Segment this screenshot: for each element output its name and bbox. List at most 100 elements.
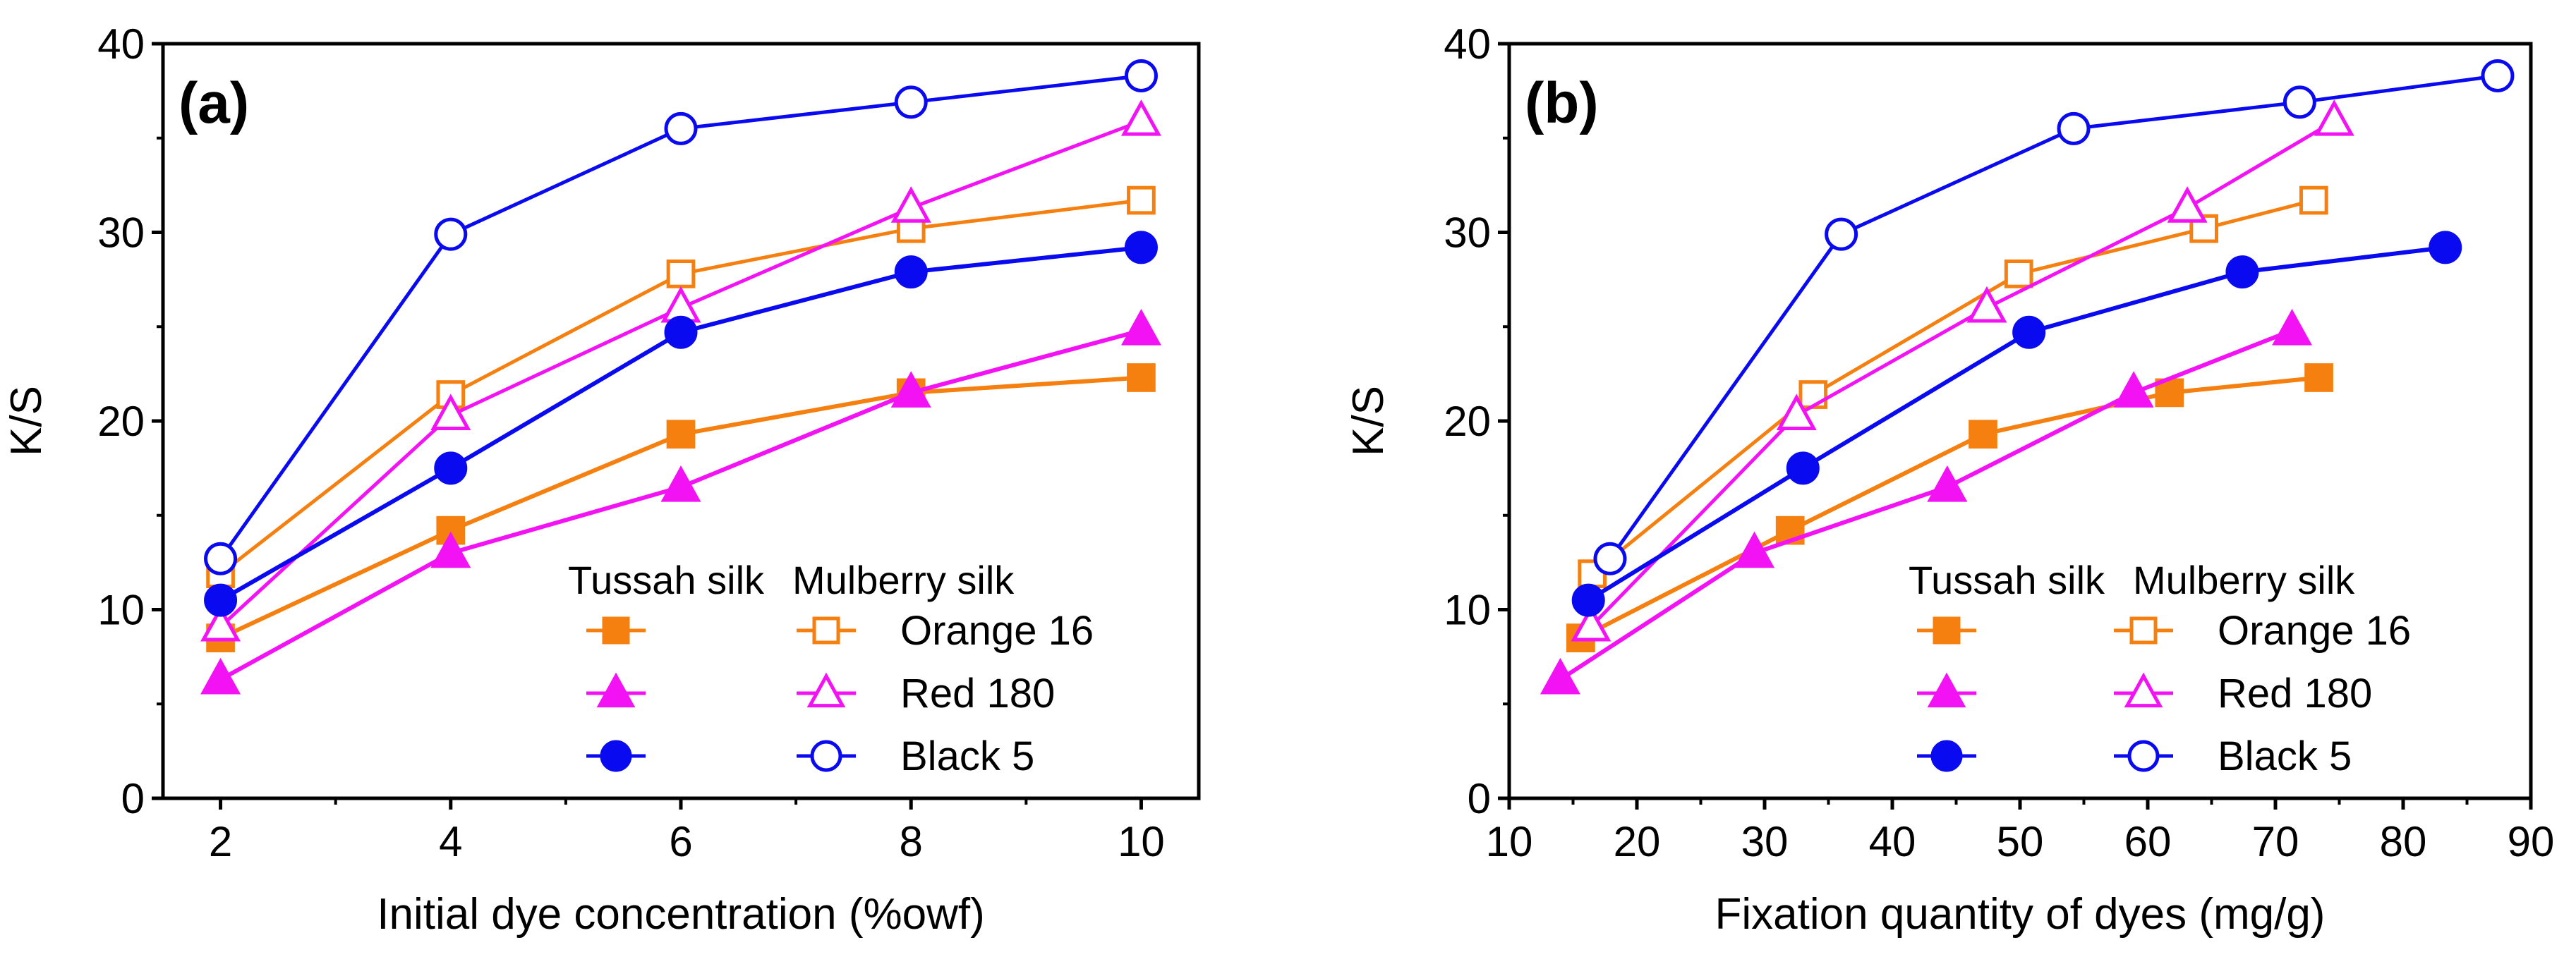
legend-header-tussah: Tussah silk — [1909, 558, 2105, 602]
data-point — [1786, 451, 1820, 485]
legend-header-mulberry: Mulberry silk — [2133, 558, 2355, 602]
y-axis-label: K/S — [2, 386, 51, 456]
data-point — [204, 542, 238, 575]
data-point — [200, 604, 241, 642]
data-point — [1969, 420, 1997, 449]
series-line — [1587, 245, 2446, 602]
data-point — [894, 255, 928, 289]
x-axis-label: Fixation quantity of dyes (mg/g) — [1715, 890, 2326, 939]
data-point — [1776, 394, 1817, 430]
legend-marker — [1930, 740, 1963, 772]
data-point — [2282, 85, 2316, 119]
legend-marker — [600, 740, 632, 772]
x-tick-label: 70 — [2252, 818, 2299, 865]
y-tick-label: 10 — [97, 587, 145, 634]
data-point — [1571, 583, 1605, 617]
legend-marker — [1927, 672, 1966, 708]
panel-label: (b) — [1525, 71, 1599, 135]
data-point — [1540, 657, 1580, 695]
y-tick-label: 40 — [97, 20, 145, 68]
x-tick-label: 50 — [1997, 818, 2044, 865]
x-tick-label: 40 — [1869, 818, 1916, 865]
data-point — [1593, 542, 1627, 575]
data-point — [2012, 315, 2046, 349]
legend-header-mulberry: Mulberry silk — [792, 558, 1015, 602]
data-point — [890, 186, 931, 223]
data-point — [890, 371, 931, 408]
data-point — [2167, 186, 2208, 223]
data-point — [200, 657, 241, 695]
x-tick-label: 4 — [439, 818, 462, 865]
legend-marker — [602, 616, 630, 645]
series-black-5-tussah — [1571, 231, 2462, 617]
x-tick-label: 6 — [669, 818, 692, 865]
data-point — [666, 420, 696, 449]
series-black-5-mulberry — [204, 59, 1158, 575]
legend-marker — [2127, 740, 2160, 772]
series-black-5-tussah — [204, 231, 1158, 617]
data-point — [1120, 309, 1161, 346]
series-red-180-tussah — [1540, 309, 2313, 695]
data-point — [1825, 217, 1858, 251]
x-tick-label: 30 — [1741, 818, 1789, 865]
legend-marker — [596, 672, 636, 708]
legend-label: Black 5 — [2218, 733, 2352, 779]
data-point — [430, 394, 471, 430]
data-point — [664, 111, 698, 145]
panel-label: (a) — [179, 71, 249, 135]
x-tick-label: 90 — [2508, 818, 2555, 865]
legend-marker — [806, 672, 846, 708]
series-line — [219, 119, 1142, 628]
legend-label: Black 5 — [900, 733, 1034, 779]
legend-label: Red 180 — [900, 671, 1055, 716]
data-point — [434, 217, 468, 251]
legend-marker — [1933, 616, 1961, 645]
data-point — [1734, 531, 1775, 568]
y-tick-label: 30 — [97, 209, 145, 257]
data-point — [666, 260, 696, 288]
data-point — [1124, 231, 1158, 264]
data-point — [664, 315, 698, 349]
data-point — [2299, 185, 2328, 215]
y-tick-label: 0 — [1468, 775, 1491, 822]
legend-label: Orange 16 — [900, 608, 1094, 654]
data-point — [2304, 363, 2333, 392]
data-point — [660, 465, 701, 502]
x-axis-label: Initial dye concentration (%owf) — [377, 890, 985, 939]
x-tick-label: 10 — [1486, 818, 1533, 865]
data-point — [1127, 363, 1156, 392]
data-point — [2113, 371, 2154, 408]
legend-header-tussah: Tussah silk — [568, 558, 765, 602]
data-point — [2225, 255, 2259, 289]
legend-marker — [810, 740, 842, 772]
data-point — [430, 531, 471, 568]
series-orange-16-tussah — [1566, 363, 2333, 652]
legend-label: Orange 16 — [2218, 608, 2411, 654]
y-tick-label: 20 — [1444, 398, 1491, 445]
data-point — [1571, 604, 1611, 642]
series-red-180-tussah — [200, 309, 1161, 695]
series-line — [1608, 73, 2498, 560]
y-axis-label: K/S — [1344, 386, 1393, 456]
y-tick-label: 30 — [1444, 209, 1491, 257]
series-red-180-mulberry — [200, 99, 1161, 642]
y-tick-label: 40 — [1444, 20, 1491, 68]
x-tick-label: 8 — [900, 818, 923, 865]
y-tick-label: 0 — [121, 775, 145, 822]
x-tick-label: 80 — [2380, 818, 2427, 865]
x-tick-label: 10 — [1118, 818, 1165, 865]
y-tick-label: 10 — [1444, 587, 1491, 634]
legend-marker — [2124, 672, 2163, 708]
x-tick-label: 20 — [1614, 818, 1661, 865]
x-tick-label: 60 — [2124, 818, 2172, 865]
data-point — [1120, 99, 1161, 136]
legend-marker — [812, 616, 840, 645]
data-point — [2429, 231, 2462, 264]
data-point — [1127, 185, 1156, 215]
legend: Tussah silk Mulberry silk Orange 16 Red 180… — [1909, 558, 2411, 779]
data-point — [2004, 260, 2033, 288]
series-red-180-mulberry — [1571, 99, 2354, 642]
legend-marker — [2129, 616, 2158, 645]
